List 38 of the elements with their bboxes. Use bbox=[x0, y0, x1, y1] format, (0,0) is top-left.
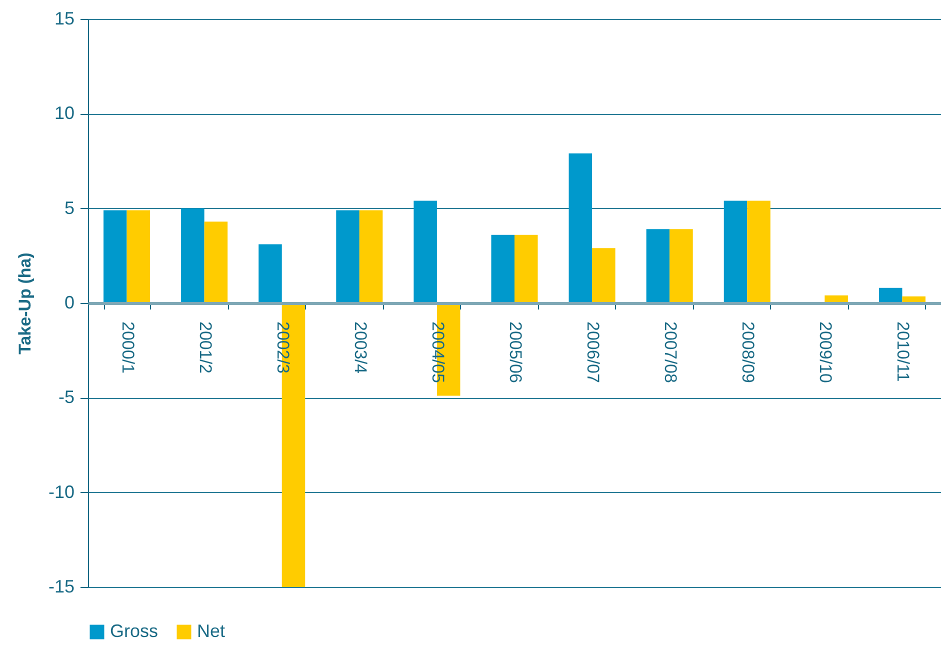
bar bbox=[359, 210, 383, 303]
bar bbox=[104, 210, 127, 303]
x-tick-label: 2005/06 bbox=[506, 322, 525, 383]
bar bbox=[204, 222, 228, 303]
x-tick-label: 2001/2 bbox=[196, 322, 215, 374]
bar bbox=[568, 153, 592, 303]
bar bbox=[592, 248, 616, 303]
bar bbox=[747, 200, 770, 303]
bar bbox=[724, 200, 748, 303]
bar bbox=[181, 208, 204, 303]
y-tick-label: -15 bbox=[48, 576, 74, 596]
bar bbox=[336, 210, 360, 303]
y-tick-label: 10 bbox=[54, 103, 74, 124]
x-tick-label: 2003/4 bbox=[350, 322, 370, 374]
y-tick-label: -5 bbox=[58, 387, 74, 408]
bar bbox=[258, 244, 282, 303]
bar bbox=[414, 200, 437, 303]
y-tick-label: -10 bbox=[48, 482, 74, 502]
x-tick-label: 2002/3 bbox=[273, 322, 292, 374]
y-tick-label: 15 bbox=[54, 8, 74, 28]
x-tick-label: 2010/11 bbox=[894, 322, 913, 382]
bar bbox=[491, 234, 514, 303]
x-tick-label: 2008/09 bbox=[738, 322, 758, 383]
bar bbox=[670, 229, 693, 303]
y-axis-title: Take-Up (ha) bbox=[15, 252, 34, 354]
bar bbox=[646, 229, 670, 303]
y-tick-label: 0 bbox=[64, 292, 74, 312]
bar bbox=[878, 288, 902, 303]
x-tick-label: 2007/08 bbox=[661, 322, 680, 383]
bar bbox=[126, 210, 150, 303]
legend-label: Gross bbox=[110, 621, 158, 641]
x-tick-label: 2009/10 bbox=[816, 322, 836, 383]
bar bbox=[514, 234, 538, 303]
x-tick-label: 2000/1 bbox=[118, 322, 138, 374]
y-tick-label: 5 bbox=[64, 198, 74, 218]
x-tick-label: 2006/07 bbox=[584, 322, 603, 383]
legend-label: Net bbox=[197, 621, 226, 641]
x-tick-label: 2004/05 bbox=[428, 322, 448, 383]
